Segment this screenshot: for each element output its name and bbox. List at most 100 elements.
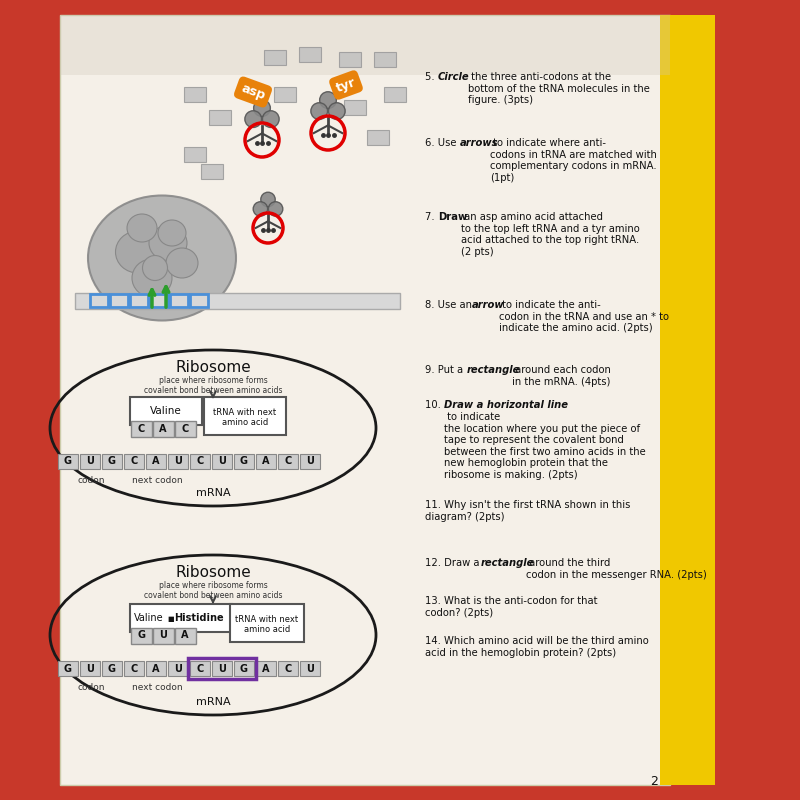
Ellipse shape	[127, 214, 157, 242]
Text: arrow: arrow	[472, 300, 505, 310]
FancyBboxPatch shape	[80, 661, 100, 676]
Circle shape	[253, 202, 268, 216]
Text: A: A	[152, 663, 160, 674]
FancyBboxPatch shape	[153, 421, 174, 437]
Text: 5.: 5.	[425, 72, 438, 82]
Text: to indicate
the location where you put the piece of
tape to represent the covale: to indicate the location where you put t…	[444, 412, 646, 480]
Circle shape	[262, 110, 279, 127]
FancyBboxPatch shape	[102, 454, 122, 470]
FancyBboxPatch shape	[153, 627, 174, 643]
FancyBboxPatch shape	[168, 661, 188, 676]
Text: place where ribosome forms
covalent bond between amino acids: place where ribosome forms covalent bond…	[144, 376, 282, 395]
FancyBboxPatch shape	[274, 87, 296, 102]
FancyBboxPatch shape	[339, 52, 361, 67]
Text: 6. Use: 6. Use	[425, 138, 460, 148]
Circle shape	[268, 202, 283, 216]
FancyBboxPatch shape	[201, 164, 223, 179]
FancyBboxPatch shape	[234, 661, 254, 676]
FancyBboxPatch shape	[184, 87, 206, 102]
FancyBboxPatch shape	[374, 52, 396, 67]
FancyBboxPatch shape	[299, 47, 321, 62]
Text: 10.: 10.	[425, 400, 444, 410]
Text: U: U	[218, 457, 226, 466]
Ellipse shape	[142, 255, 167, 281]
Text: 8. Use an: 8. Use an	[425, 300, 475, 310]
Text: to indicate the anti-
codon in the tRNA and use an * to
indicate the amino acid.: to indicate the anti- codon in the tRNA …	[499, 300, 669, 333]
Circle shape	[245, 110, 262, 127]
Text: tyr: tyr	[334, 75, 358, 94]
Text: codon: codon	[78, 683, 105, 692]
Text: 7.: 7.	[425, 212, 438, 222]
Text: U: U	[218, 663, 226, 674]
FancyBboxPatch shape	[174, 421, 195, 437]
FancyBboxPatch shape	[184, 147, 206, 162]
Text: Draw: Draw	[438, 212, 467, 222]
Text: an asp amino acid attached
to the top left tRNA and a tyr amino
acid attached to: an asp amino acid attached to the top le…	[461, 212, 640, 257]
Text: A: A	[152, 457, 160, 466]
Text: around the third
codon in the messenger RNA. (2pts): around the third codon in the messenger …	[526, 558, 706, 579]
Text: G: G	[64, 457, 72, 466]
FancyBboxPatch shape	[60, 15, 670, 75]
FancyBboxPatch shape	[367, 130, 389, 145]
Text: C: C	[196, 457, 204, 466]
FancyBboxPatch shape	[300, 661, 320, 676]
Text: to indicate where anti-
codons in tRNA are matched with
complementary codons in : to indicate where anti- codons in tRNA a…	[490, 138, 657, 182]
Text: around each codon
in the mRNA. (4pts): around each codon in the mRNA. (4pts)	[512, 365, 611, 386]
Text: U: U	[86, 663, 94, 674]
Text: C: C	[182, 423, 189, 434]
Text: place where ribosome forms
covalent bond between amino acids: place where ribosome forms covalent bond…	[144, 581, 282, 600]
Text: arrows: arrows	[460, 138, 498, 148]
FancyBboxPatch shape	[146, 454, 166, 470]
Text: Ribosome: Ribosome	[175, 565, 251, 580]
FancyBboxPatch shape	[58, 454, 78, 470]
FancyBboxPatch shape	[344, 100, 366, 115]
Text: C: C	[130, 457, 138, 466]
FancyBboxPatch shape	[300, 454, 320, 470]
Text: rectangle: rectangle	[467, 365, 520, 375]
FancyBboxPatch shape	[168, 454, 188, 470]
Text: Valine: Valine	[134, 613, 164, 623]
Text: G: G	[108, 663, 116, 674]
Text: U: U	[306, 663, 314, 674]
Ellipse shape	[149, 226, 187, 261]
FancyBboxPatch shape	[212, 661, 232, 676]
FancyBboxPatch shape	[130, 421, 151, 437]
Text: 12. Draw a: 12. Draw a	[425, 558, 482, 568]
Text: A: A	[262, 663, 270, 674]
Text: C: C	[284, 457, 292, 466]
Text: C: C	[138, 423, 145, 434]
Text: 2: 2	[650, 775, 658, 788]
Text: 11. Why isn't the first tRNA shown in this
diagram? (2pts): 11. Why isn't the first tRNA shown in th…	[425, 500, 630, 522]
FancyBboxPatch shape	[174, 627, 195, 643]
FancyBboxPatch shape	[278, 454, 298, 470]
Text: mRNA: mRNA	[196, 488, 230, 498]
Text: Circle: Circle	[438, 72, 470, 82]
Text: G: G	[240, 457, 248, 466]
FancyBboxPatch shape	[384, 87, 406, 102]
Text: ■: ■	[168, 616, 174, 622]
Text: asp: asp	[239, 82, 267, 102]
Text: codon: codon	[78, 476, 105, 485]
Text: U: U	[174, 457, 182, 466]
Text: U: U	[174, 663, 182, 674]
Text: C: C	[196, 663, 204, 674]
Text: C: C	[284, 663, 292, 674]
FancyBboxPatch shape	[209, 110, 231, 125]
Text: U: U	[159, 630, 167, 641]
FancyBboxPatch shape	[190, 661, 210, 676]
FancyBboxPatch shape	[60, 15, 670, 785]
Text: next codon: next codon	[132, 476, 182, 485]
FancyBboxPatch shape	[75, 293, 400, 309]
Text: G: G	[64, 663, 72, 674]
FancyBboxPatch shape	[146, 661, 166, 676]
Text: U: U	[86, 457, 94, 466]
Text: U: U	[306, 457, 314, 466]
Text: Ribosome: Ribosome	[175, 360, 251, 375]
Text: G: G	[240, 663, 248, 674]
Ellipse shape	[158, 220, 186, 246]
Circle shape	[329, 102, 345, 119]
FancyBboxPatch shape	[130, 397, 202, 425]
Text: C: C	[130, 663, 138, 674]
Text: A: A	[182, 630, 189, 641]
FancyBboxPatch shape	[256, 661, 276, 676]
